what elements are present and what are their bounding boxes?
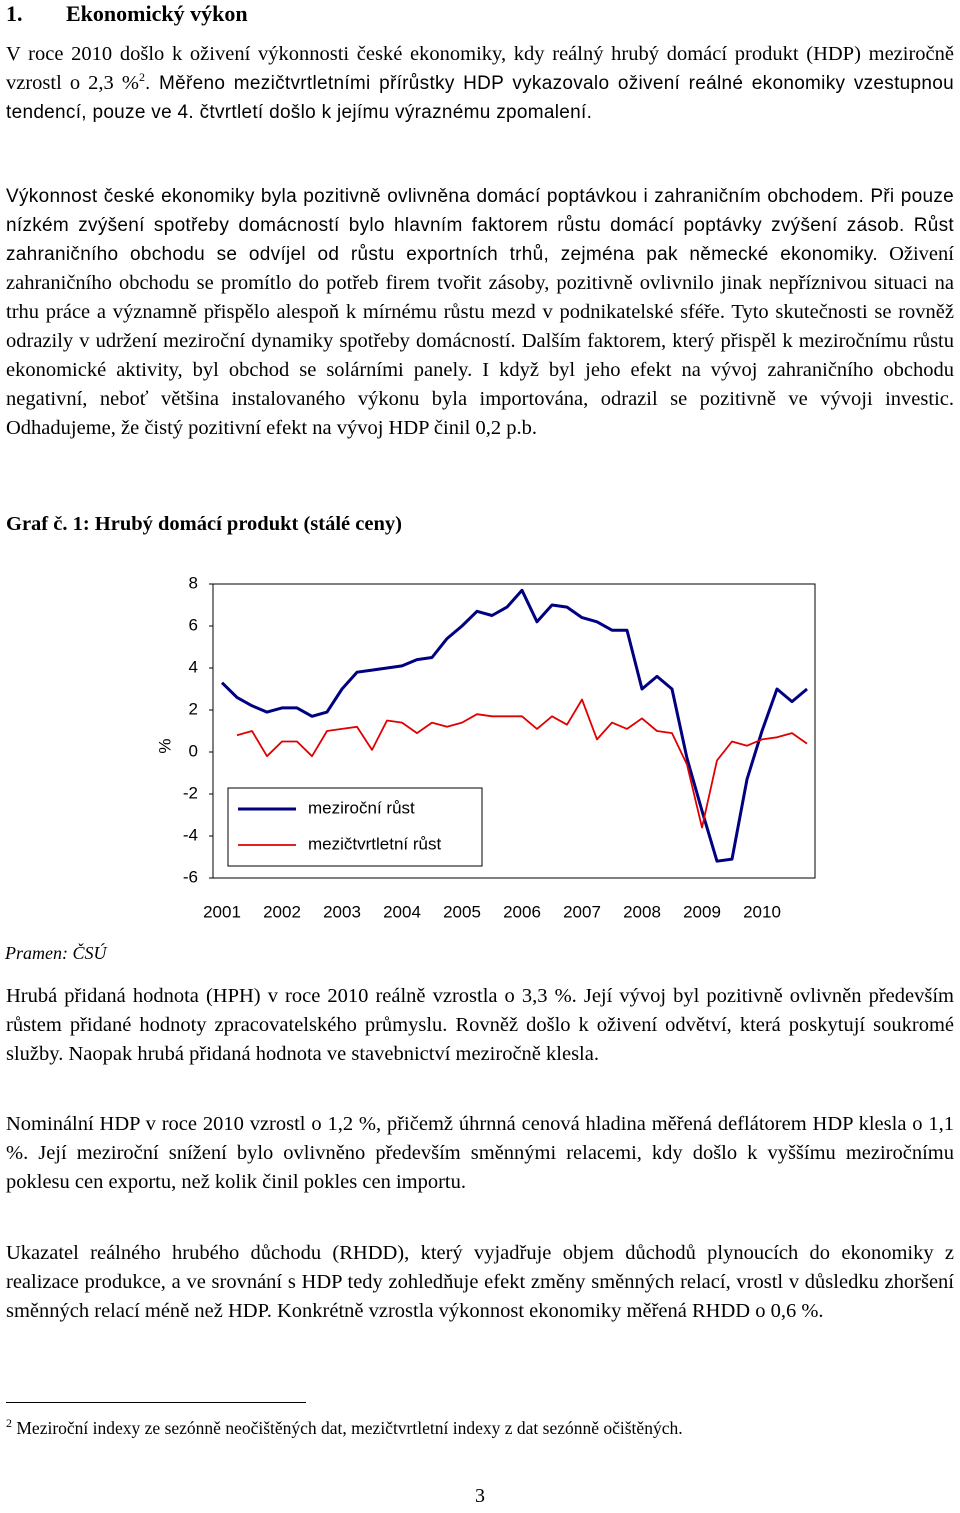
plot-frame [212,583,816,879]
heading-number: 1. [6,1,23,26]
x-tick-label: 2008 [623,902,661,921]
x-tick-label: 2010 [743,902,781,921]
y-tick-label: 6 [189,615,198,634]
text: Výkonnost české ekonomiky byla pozitivně… [6,186,954,265]
y-axis-label: % [155,738,174,753]
heading: 1. Ekonomický výkon [6,0,248,28]
paragraph: Nominální HDP v roce 2010 vzrostl o 1,2 … [6,1113,954,1193]
legend-label: meziroční růst [308,798,415,817]
paragraph: Výkonnost české ekonomiky byla pozitivně… [6,182,954,443]
footnote-mark: 2 [6,1416,12,1431]
x-tick-label: 2004 [383,902,421,921]
x-tick-label: 2003 [323,902,361,921]
legend-box [227,787,483,867]
x-tick-label: 2001 [203,902,241,921]
x-tick-label: 2002 [263,902,301,921]
legend-label: mezičtvrtletní růst [308,834,441,853]
footnote-ref: 2 [138,70,145,85]
series-line [236,698,808,829]
y-tick-label: -2 [183,783,198,802]
y-tick-label: 0 [189,741,198,760]
footnote-text: Meziroční indexy ze sezónně neočištěných… [16,1418,683,1438]
paragraph: Hrubá přidaná hodnota (HPH) v roce 2010 … [6,985,954,1065]
chart-title: Graf č. 1: Hrubý domácí produkt (stálé c… [6,513,402,535]
y-tick-label: -4 [183,825,198,844]
paragraph: Ukazatel reálného hrubého důchodu (RHDD)… [6,1242,954,1322]
paragraph: V roce 2010 došlo k oživení výkonnosti č… [6,40,954,127]
y-tick-label: 4 [189,657,198,676]
chart: -6 -4 -2 0 2 4 6 8% 2001 2002 2003 2004 2005 2006 2007… [155,573,816,921]
y-tick-label: 2 [189,699,198,718]
series-line [220,588,808,863]
page-number: 3 [475,1485,485,1507]
text: . Měřeno mezičtvrtletními přírůstky HDP … [6,73,955,123]
x-tick-label: 2007 [563,902,601,921]
heading-title: Ekonomický výkon [66,1,248,26]
footnote-rule [6,1402,306,1403]
x-tick-label: 2005 [443,902,481,921]
footnote: 2 Meziroční indexy ze sezónně neočištěný… [6,1416,683,1439]
x-tick-label: 2009 [683,902,721,921]
text: V roce 2010 došlo k oživení výkonnosti č… [6,43,954,94]
y-tick-label: -6 [183,867,198,886]
source: Pramen: ČSÚ [5,943,107,963]
x-tick-label: 2006 [503,902,541,921]
text: Oživení zahraničního obchodu se promítlo… [6,243,954,439]
y-tick-label: 8 [189,573,198,592]
